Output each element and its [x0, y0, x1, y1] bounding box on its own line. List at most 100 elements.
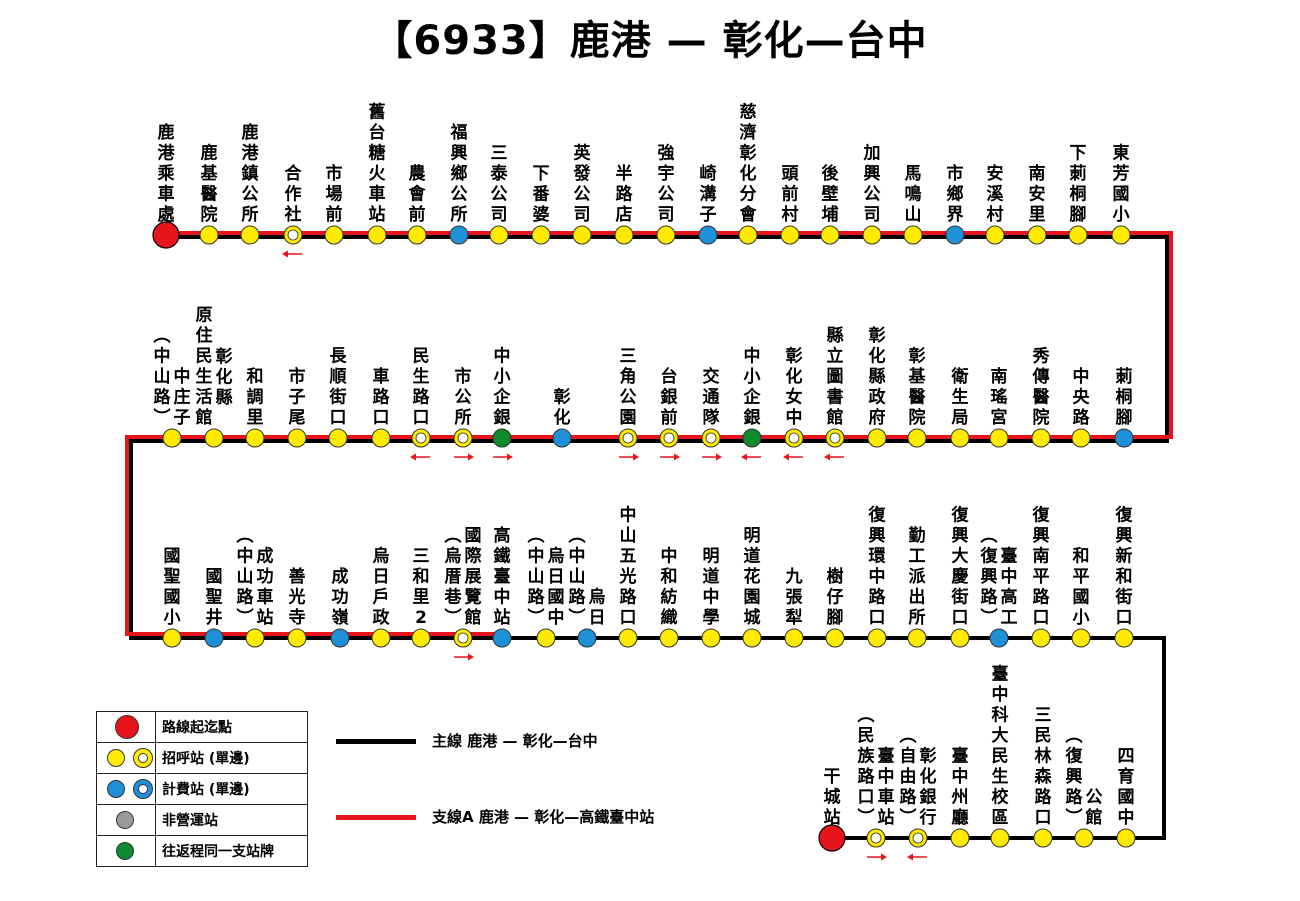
stop: [989, 628, 1009, 648]
main-line-label: 主線 鹿港 — 彰化—台中: [432, 732, 598, 750]
call-stop-marker: [1114, 628, 1134, 648]
stop: [656, 225, 676, 245]
stop-name: 復興環中路口: [868, 505, 887, 629]
stop: [907, 628, 927, 648]
main-line-swatch: [336, 739, 416, 744]
call-stop-marker: [1031, 428, 1051, 448]
not_in_service-legend-icon: [96, 804, 156, 836]
single-side-ring: [788, 432, 800, 444]
stop: [204, 628, 224, 648]
stop-name: 福興鄉公所: [450, 122, 468, 225]
call-stop-marker: [204, 428, 224, 448]
right-direction-arrow: [702, 453, 722, 461]
stop-subname: ︵民族路口︶: [858, 706, 876, 829]
stop: [818, 824, 846, 852]
stop-name: 成功車站: [257, 546, 274, 629]
stop: [330, 628, 350, 648]
stop: [618, 428, 638, 448]
stop-name: 中山五光路口: [619, 505, 638, 629]
stop-name: 三民林森路口: [1035, 706, 1053, 829]
stop: [1074, 828, 1094, 848]
fare-stop-marker: [204, 628, 224, 648]
stop: [907, 428, 927, 448]
fare-stop-marker: [449, 225, 469, 245]
call-stop-marker: [742, 628, 762, 648]
stop: [825, 428, 845, 448]
stop: [784, 428, 804, 448]
stop: [1033, 828, 1053, 848]
stop: [245, 428, 265, 448]
stop: [1027, 225, 1047, 245]
stop-name: 明道花園城: [744, 526, 761, 628]
legend-row: 招呼站 (單邊): [96, 742, 308, 774]
stop: [453, 428, 473, 448]
stop-subname: ︵自由路︶: [900, 726, 918, 828]
stop: [199, 225, 219, 245]
left-direction-arrow: [783, 453, 803, 461]
stop-name: 民生路口: [413, 347, 431, 429]
stop-name: 公館: [1085, 788, 1103, 829]
stop: [287, 428, 307, 448]
left-direction-arrow: [410, 453, 430, 461]
stop-subname: ︵中山路︶: [154, 326, 172, 428]
stop: [552, 428, 572, 448]
stop-name: 烏日戶政: [373, 546, 391, 629]
stop: [698, 225, 718, 245]
call-stop-marker: [1071, 428, 1091, 448]
branch-line-label: 支線A 鹿港 — 彰化—高鐵臺中站: [432, 808, 655, 826]
stop: [162, 628, 182, 648]
call-stop-marker: [245, 628, 265, 648]
call-stop-marker: [1068, 225, 1088, 245]
stop-name: 鹿基醫院: [200, 143, 219, 226]
stop-name: 莿桐腳: [1116, 367, 1133, 428]
fare-legend-icon: [96, 773, 156, 805]
stop-name: 彰化女中: [786, 346, 803, 429]
single-side-ring: [870, 832, 882, 844]
stop: [371, 628, 391, 648]
stop-name: 崎溝子: [700, 163, 717, 225]
stop-name: 高鐵臺中站: [494, 525, 511, 628]
call-stop-marker: [367, 225, 387, 245]
call-stop-marker: [656, 225, 676, 245]
stop-subname: ︵復興路︶: [1065, 726, 1084, 828]
stop: [536, 628, 556, 648]
stop-name: 原住民生活館: [195, 306, 213, 429]
stop: [287, 628, 307, 648]
right-direction-arrow: [454, 453, 474, 461]
stop: [283, 225, 303, 245]
branch-line-legend: 支線A 鹿港 — 彰化—高鐵臺中站: [336, 806, 736, 830]
stop-name: 國聖國小: [164, 547, 181, 629]
stop-name: 中庄子: [174, 366, 191, 428]
stop-name: 臺中科大民生校區: [992, 664, 1010, 829]
call-stop-marker: [407, 225, 427, 245]
call-stop-marker: [990, 828, 1010, 848]
stop: [1111, 225, 1131, 245]
route-title: 【6933】鹿港 — 彰化—台中: [372, 18, 928, 64]
call-stop-marker: [572, 225, 592, 245]
stop-name: 下莿桐腳: [1070, 144, 1087, 226]
stop: [453, 628, 473, 648]
stop-name: 半路店: [616, 163, 634, 225]
stop: [489, 225, 509, 245]
call-stop-marker: [1031, 628, 1051, 648]
call-legend-icon: [96, 742, 156, 774]
fare-stop-marker: [1114, 428, 1134, 448]
left-direction-arrow: [741, 453, 761, 461]
stop: [738, 225, 758, 245]
stop: [1114, 428, 1134, 448]
stop-name: 安溪村: [987, 163, 1005, 225]
stop-subname: ︵中山路︶: [528, 526, 546, 628]
call-stop-marker: [1033, 828, 1053, 848]
stop: [784, 628, 804, 648]
fare-stop-marker: [989, 628, 1009, 648]
call-stop-marker: [1116, 828, 1136, 848]
single-side-ring: [705, 432, 717, 444]
stop: [985, 225, 1005, 245]
call-stop-marker: [820, 225, 840, 245]
stop-name: 南瑤宮: [991, 366, 1008, 428]
stop: [825, 628, 845, 648]
stop: [820, 225, 840, 245]
stop: [1068, 225, 1088, 245]
stop: [162, 428, 182, 448]
left-direction-arrow: [824, 453, 844, 461]
